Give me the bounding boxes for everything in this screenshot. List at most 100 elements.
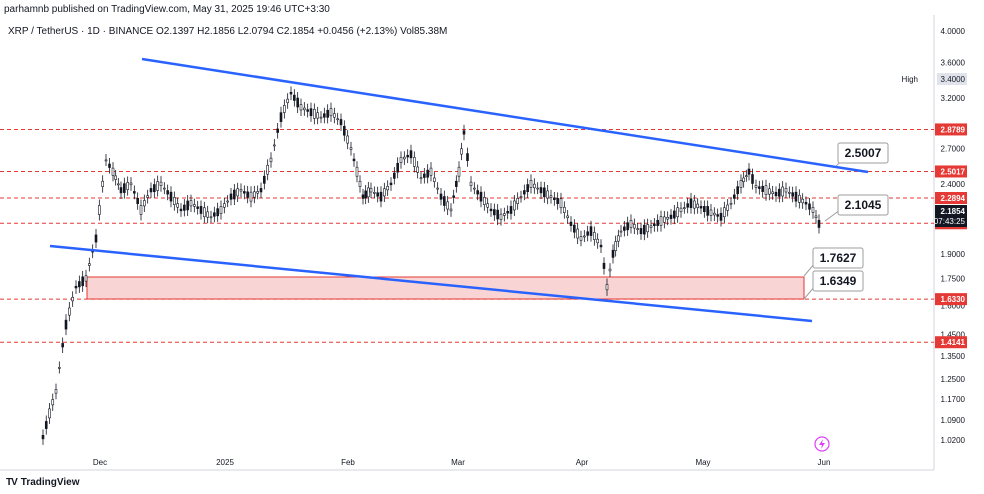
candle-body: [326, 109, 329, 118]
price-axis-tick: 1.4500: [941, 331, 966, 340]
candle-body: [449, 208, 453, 212]
candle-body: [213, 212, 216, 217]
candle-body: [379, 191, 383, 202]
candle-body: [413, 157, 416, 167]
candle-body: [276, 128, 279, 133]
candle-body: [726, 204, 729, 211]
candle-body: [496, 209, 499, 220]
callout-1-7627[interactable]: 1.7627: [803, 247, 864, 277]
candle-body: [733, 194, 736, 199]
candle-body: [101, 180, 104, 187]
candle-body: [723, 207, 726, 218]
candle-body: [513, 200, 516, 211]
candle-body: [659, 216, 663, 226]
candle-body: [549, 195, 553, 198]
candle-body: [689, 198, 693, 209]
candle-body: [406, 154, 409, 158]
candle-body: [223, 203, 226, 208]
candle-body: [399, 156, 403, 163]
candle-body: [423, 173, 426, 178]
candle-body: [279, 112, 283, 122]
candle-body: [506, 211, 509, 214]
callout-1-6349[interactable]: 1.6349: [803, 270, 864, 300]
candle-body: [546, 190, 549, 199]
candle-body: [516, 198, 519, 205]
candle-body: [556, 198, 559, 205]
time-axis-tick: May: [695, 458, 710, 467]
candle-body: [108, 163, 111, 168]
candle-body: [209, 216, 213, 219]
candle-body: [493, 209, 496, 216]
candle-body: [111, 167, 115, 176]
time-axis-tick: Feb: [341, 458, 355, 467]
candle-body: [419, 177, 423, 180]
candle-body: [764, 185, 768, 196]
candle-body: [716, 214, 719, 217]
price-axis-tick: 2.7000: [941, 145, 966, 154]
candle-body: [526, 184, 529, 192]
candle-body: [163, 187, 166, 190]
upper-trendline[interactable]: [141, 57, 869, 174]
candle-body: [119, 187, 123, 194]
candle-body: [179, 208, 183, 212]
candle-body: [669, 214, 673, 219]
candle-body: [156, 181, 159, 191]
candle-body: [259, 188, 263, 193]
candle-body: [573, 224, 576, 233]
lightning-icon[interactable]: [814, 436, 830, 452]
published-caption: parhamnb published on TradingView.com, M…: [4, 4, 330, 15]
candle-body: [88, 263, 91, 266]
candle-body: [636, 228, 639, 230]
callout-2-5007[interactable]: 2.5007: [835, 142, 889, 167]
candle-body: [266, 164, 269, 175]
candle-body: [143, 200, 146, 207]
candle-body: [536, 187, 539, 190]
candle-body: [136, 198, 139, 205]
candle-body: [703, 206, 706, 213]
candle-body: [51, 399, 55, 406]
candle-body: [81, 276, 84, 287]
candle-body: [758, 186, 761, 189]
candle-body: [791, 192, 794, 197]
candle-body: [539, 187, 543, 194]
candle-body: [139, 205, 143, 215]
candle-body: [246, 191, 249, 198]
candle-body: [781, 186, 784, 197]
candle-body: [303, 107, 306, 111]
candle-body: [543, 187, 546, 198]
candle-body: [203, 207, 206, 218]
candle-body: [216, 208, 219, 217]
candle-body: [176, 203, 179, 208]
candle-body: [676, 207, 679, 218]
candle-body: [814, 215, 818, 219]
candle-body: [579, 236, 583, 241]
candle-body: [346, 135, 349, 144]
candle-body: [593, 232, 596, 240]
candle-body: [409, 150, 413, 159]
price-axis-tick: 1.0900: [941, 416, 966, 425]
candle-body: [446, 201, 449, 210]
level-tag: 2.2894: [941, 194, 966, 203]
level-tag-box: [935, 165, 967, 178]
candle-body: [84, 275, 88, 282]
candle-body: [117, 183, 120, 186]
price-axis-tick: 1.0200: [941, 436, 966, 445]
lower-trendline[interactable]: [49, 244, 813, 323]
demand-zone: [86, 276, 805, 300]
candle-body: [299, 104, 303, 111]
callout-2-1045[interactable]: 2.1045: [824, 194, 889, 222]
level-tag: 2.5017: [941, 167, 966, 176]
candle-body: [269, 157, 273, 163]
candle-body: [226, 200, 229, 203]
candle-body: [643, 224, 646, 235]
candle-body: [608, 268, 612, 272]
candle-body: [817, 219, 821, 228]
candle-body: [78, 281, 81, 288]
tradingview-brand[interactable]: TV TradingView: [6, 477, 80, 488]
candle-body: [745, 175, 748, 177]
price-axis-tick: 3.6000: [941, 59, 966, 68]
candle-body: [462, 130, 466, 135]
candle-body: [639, 228, 643, 235]
candle-body: [133, 191, 136, 194]
